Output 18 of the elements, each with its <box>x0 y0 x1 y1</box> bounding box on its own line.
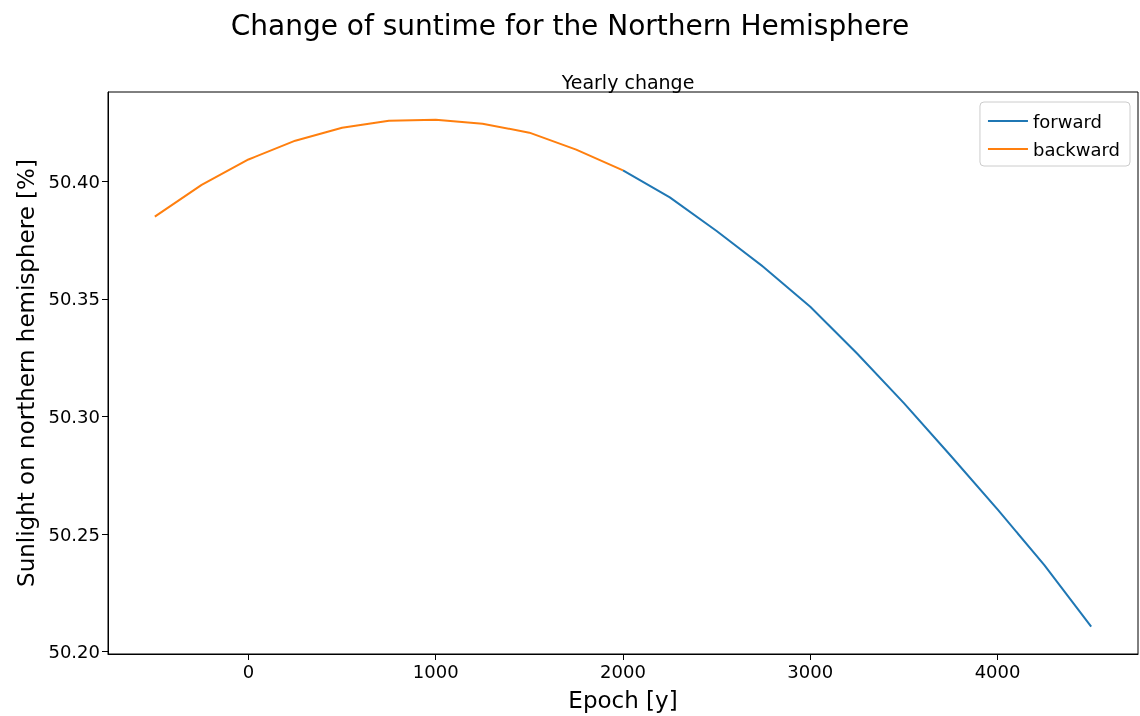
y-tick-label: 50.20 <box>48 641 100 663</box>
legend-label: backward <box>1032 138 1121 160</box>
legend-label: forward <box>1032 110 1102 132</box>
y-tick-label: 50.35 <box>48 288 100 310</box>
chart-subtitle: Yearly change <box>560 70 695 93</box>
chart-title: Change of suntime for the Northern Hemisphere <box>230 8 910 42</box>
x-tick-label: 2000 <box>600 660 646 682</box>
line-series <box>622 169 1093 628</box>
y-tick-label: 50.30 <box>48 406 100 427</box>
y-axis-title: Sunlight on northern hemisphere [%] <box>13 159 40 587</box>
x-tick-label: 1000 <box>412 660 459 682</box>
x-tick-label: 0 <box>242 660 255 682</box>
y-tick-label: 50.25 <box>48 523 100 545</box>
x-axis-title: Epoch [y] <box>568 686 678 713</box>
x-tick-label: 4000 <box>974 660 1021 682</box>
line-series <box>153 118 624 218</box>
x-tick-label: 3000 <box>787 660 834 682</box>
y-tick-label: 50.40 <box>48 170 100 192</box>
